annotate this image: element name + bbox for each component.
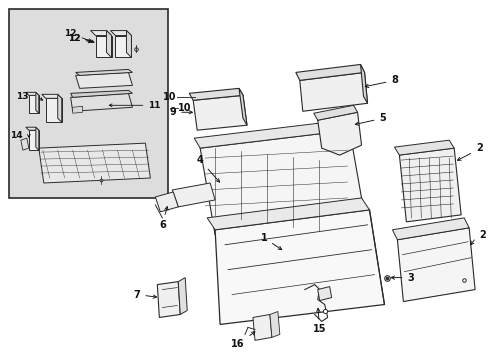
- Polygon shape: [71, 93, 132, 111]
- Polygon shape: [399, 148, 460, 222]
- Polygon shape: [21, 138, 29, 150]
- Text: 11: 11: [109, 101, 161, 110]
- Polygon shape: [115, 36, 131, 58]
- Polygon shape: [239, 88, 246, 125]
- Polygon shape: [26, 92, 39, 95]
- Polygon shape: [194, 120, 349, 148]
- Text: 2: 2: [475, 143, 482, 153]
- Text: 2: 2: [478, 230, 485, 240]
- Polygon shape: [317, 287, 331, 301]
- Polygon shape: [252, 315, 271, 340]
- Polygon shape: [193, 95, 246, 130]
- Text: 1: 1: [260, 233, 281, 249]
- Text: 5: 5: [355, 113, 386, 125]
- Polygon shape: [110, 31, 131, 36]
- Text: 4: 4: [196, 155, 219, 182]
- Text: 3: 3: [390, 273, 413, 283]
- Polygon shape: [397, 228, 474, 302]
- Text: 13: 13: [16, 92, 29, 101]
- Text: 12: 12: [68, 34, 81, 43]
- Polygon shape: [269, 311, 279, 337]
- Polygon shape: [36, 127, 39, 150]
- Polygon shape: [46, 98, 61, 122]
- Polygon shape: [76, 72, 132, 88]
- Text: 15: 15: [312, 308, 326, 334]
- Polygon shape: [157, 282, 180, 318]
- Polygon shape: [313, 105, 357, 120]
- Polygon shape: [41, 94, 61, 98]
- Polygon shape: [299, 72, 367, 111]
- Polygon shape: [90, 31, 111, 36]
- Polygon shape: [36, 92, 39, 113]
- Polygon shape: [29, 130, 39, 150]
- Polygon shape: [106, 31, 111, 58]
- Polygon shape: [317, 112, 361, 155]
- Polygon shape: [76, 69, 132, 75]
- Polygon shape: [189, 88, 243, 100]
- Polygon shape: [394, 140, 453, 155]
- Text: 14: 14: [10, 131, 23, 140]
- Polygon shape: [207, 198, 369, 230]
- Polygon shape: [155, 192, 178, 212]
- Polygon shape: [172, 183, 215, 207]
- Text: 7: 7: [133, 289, 156, 300]
- Text: 16: 16: [231, 332, 254, 349]
- Text: 10: 10: [163, 92, 176, 102]
- Text: 10: 10: [178, 103, 191, 113]
- Text: 6: 6: [159, 207, 168, 230]
- Polygon shape: [200, 130, 364, 235]
- Polygon shape: [58, 94, 61, 122]
- Polygon shape: [360, 64, 367, 103]
- Polygon shape: [71, 90, 132, 97]
- Polygon shape: [178, 278, 187, 315]
- Text: 12: 12: [64, 29, 94, 42]
- Polygon shape: [126, 31, 131, 58]
- Text: 12: 12: [68, 34, 92, 43]
- Polygon shape: [39, 143, 150, 183]
- Polygon shape: [295, 64, 364, 80]
- Polygon shape: [26, 127, 39, 130]
- Polygon shape: [29, 95, 39, 113]
- Text: 8: 8: [365, 75, 398, 87]
- Polygon shape: [392, 218, 468, 240]
- Polygon shape: [95, 36, 111, 58]
- Text: 9: 9: [169, 107, 192, 117]
- Bar: [9, 9, 168, 198]
- Polygon shape: [215, 210, 384, 324]
- Polygon shape: [73, 106, 82, 113]
